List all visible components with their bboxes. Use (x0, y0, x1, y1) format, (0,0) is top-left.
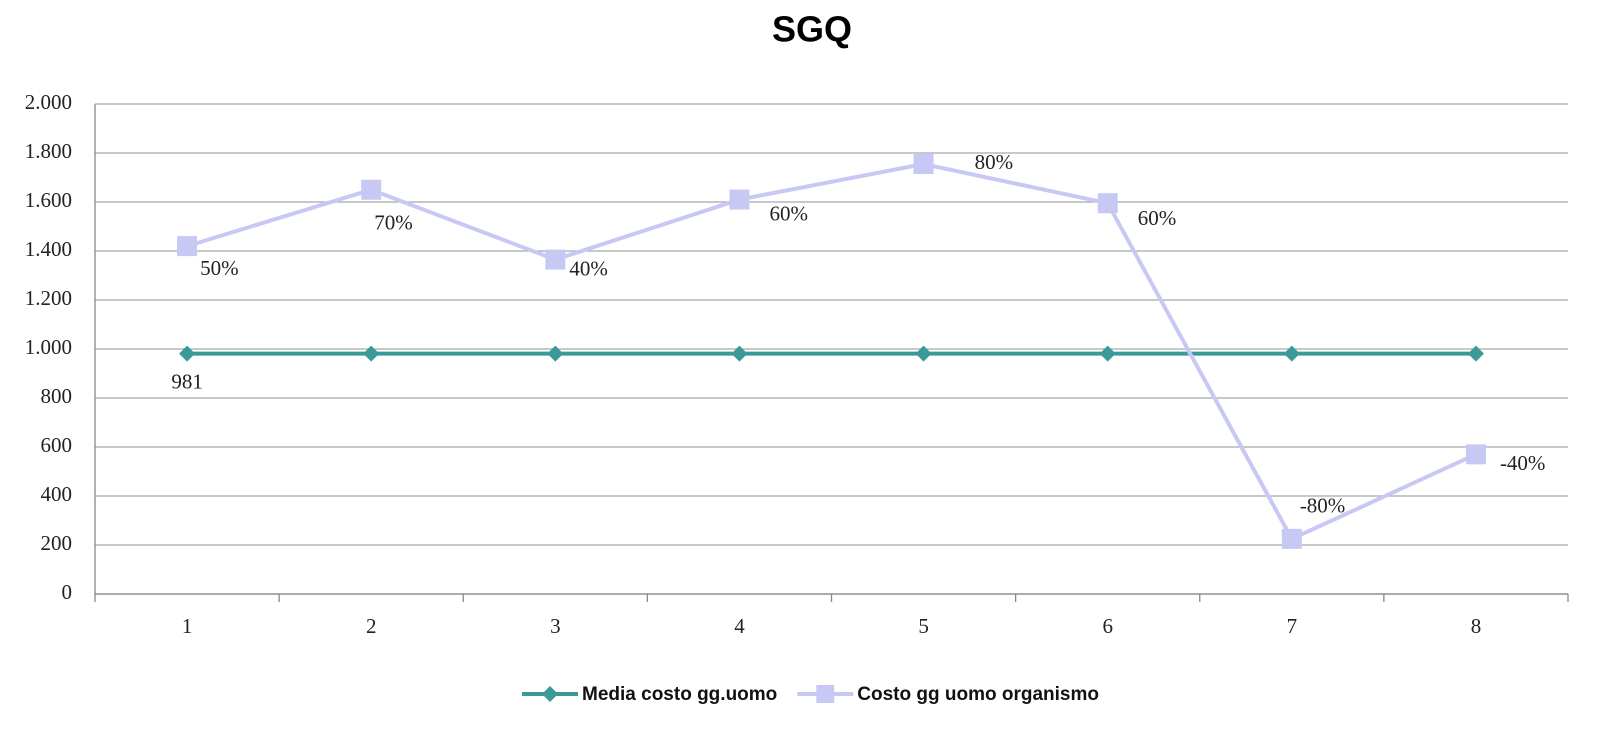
y-tick-label: 1.600 (25, 188, 72, 212)
marker (177, 236, 198, 257)
y-tick-label: 2.000 (25, 90, 72, 114)
chart-title: SGQ (772, 9, 852, 50)
x-tick-label: 2 (366, 614, 377, 638)
marker (179, 345, 196, 362)
marker (1467, 345, 1484, 362)
y-tick-label: 800 (41, 384, 73, 408)
marker (1283, 345, 1300, 362)
data-label: 70% (374, 211, 413, 235)
marker (1097, 193, 1118, 214)
marker (731, 345, 748, 362)
data-label: 60% (1138, 206, 1177, 230)
legend-label: Media costo gg.uomo (582, 684, 777, 705)
marker (1465, 444, 1486, 465)
x-tick-label: 8 (1471, 614, 1482, 638)
y-tick-label: 0 (62, 580, 73, 604)
marker (913, 154, 934, 175)
marker (729, 189, 750, 210)
data-label: 80% (975, 150, 1014, 174)
legend-marker (816, 685, 835, 703)
x-tick-label: 5 (918, 614, 929, 638)
marker (361, 179, 382, 200)
y-tick-label: 1.800 (25, 139, 72, 163)
x-tick-label: 4 (734, 614, 745, 638)
legend-marker (542, 686, 558, 702)
marker (547, 345, 564, 362)
x-tick-label: 7 (1287, 614, 1298, 638)
data-label: -80% (1300, 494, 1346, 518)
marker (1099, 345, 1116, 362)
marker (545, 249, 566, 270)
legend-label: Costo gg uomo organismo (857, 684, 1099, 705)
marker (363, 345, 380, 362)
y-tick-label: 1.200 (25, 286, 72, 310)
y-tick-label: 1.400 (25, 237, 72, 261)
data-label: 50% (200, 256, 239, 280)
marker (915, 345, 932, 362)
series-line (186, 161, 1477, 542)
data-label: 981 (171, 369, 203, 393)
y-tick-label: 400 (41, 482, 73, 506)
y-tick-label: 600 (41, 433, 73, 457)
y-tick-label: 200 (41, 531, 73, 555)
data-label: 60% (769, 201, 808, 225)
x-tick-label: 6 (1102, 614, 1113, 638)
x-tick-label: 3 (550, 614, 561, 638)
marker (1281, 528, 1302, 549)
y-tick-label: 1.000 (25, 335, 72, 359)
x-tick-label: 1 (182, 614, 193, 638)
data-label: -40% (1500, 451, 1546, 475)
data-label: 40% (569, 256, 608, 280)
